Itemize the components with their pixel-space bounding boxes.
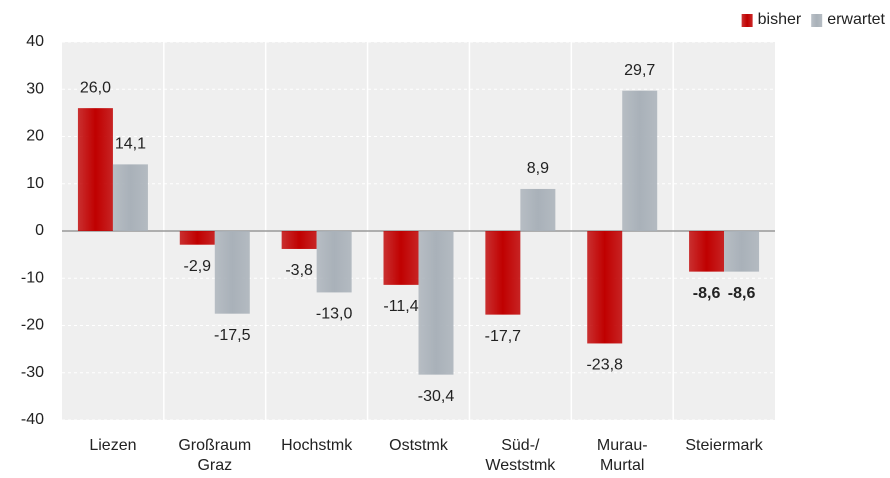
value-label: -2,9	[183, 258, 211, 275]
y-tick-label: 0	[35, 222, 44, 239]
value-label: 8,9	[527, 160, 549, 177]
x-tick-label: Oststmk	[389, 437, 448, 454]
value-label: -3,8	[285, 262, 313, 279]
bar	[520, 188, 556, 231]
x-tick-label: Liezen	[89, 437, 137, 454]
value-label: 14,1	[115, 136, 146, 153]
bar	[112, 164, 148, 231]
bar	[77, 108, 113, 231]
y-tick-label: 30	[26, 80, 44, 97]
y-tick-label: -10	[21, 269, 44, 286]
bar	[485, 231, 521, 315]
value-label: 29,7	[624, 62, 655, 79]
bar	[689, 231, 725, 272]
value-label: 26,0	[80, 79, 111, 96]
y-tick-label: -40	[21, 411, 44, 428]
value-label: -17,7	[485, 328, 522, 345]
y-tick-label: -20	[21, 317, 44, 334]
y-tick-label: -30	[21, 364, 44, 381]
bar	[724, 231, 760, 272]
bar	[316, 231, 352, 293]
bar	[281, 231, 317, 249]
bar	[179, 231, 215, 245]
y-tick-label: 10	[26, 175, 44, 192]
value-label: -23,8	[586, 357, 623, 374]
legend-label: erwartet	[827, 11, 885, 28]
legend-swatch	[811, 14, 823, 27]
x-tick-label: Süd-/ Weststmk	[485, 437, 556, 474]
y-tick-label: 40	[26, 33, 44, 50]
x-tick-label: Hochstmk	[281, 437, 353, 454]
value-label: -17,5	[214, 327, 251, 344]
bar	[587, 231, 623, 344]
bar	[622, 90, 658, 231]
x-tick-label: Großraum Graz	[178, 437, 252, 474]
x-tick-label: Murau- Murtal	[596, 437, 648, 474]
value-label: -11,4	[383, 298, 418, 315]
legend-swatch	[741, 14, 753, 27]
bar	[418, 231, 454, 375]
y-tick-label: 20	[26, 128, 44, 145]
value-label: -30,4	[418, 388, 455, 405]
value-label: -8,6	[728, 285, 756, 302]
bar	[214, 231, 250, 314]
value-label: -13,0	[316, 306, 353, 323]
x-tick-label: Steiermark	[685, 437, 763, 454]
legend-label: bisher	[758, 11, 802, 28]
bar	[383, 231, 419, 285]
value-label: -8,6	[693, 285, 721, 302]
